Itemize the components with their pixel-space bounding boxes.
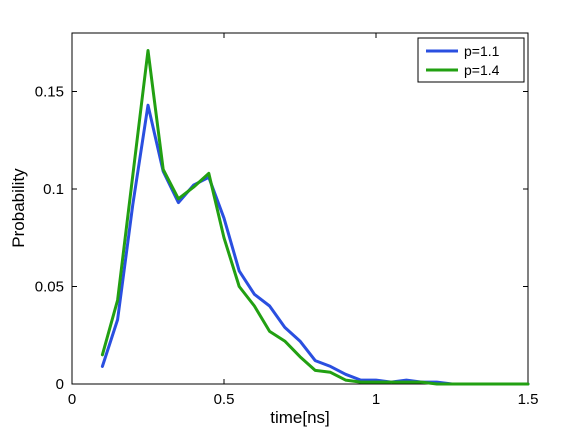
plot-frame [71,32,529,385]
legend: p=1.1 p=1.4 [417,37,525,83]
x-axis-label: time[ns] [270,408,330,427]
x-tick-label: 1.5 [518,391,539,408]
legend-label: p=1.1 [464,43,500,59]
x-tick-label: 0 [68,391,76,408]
legend-label: p=1.4 [464,62,500,78]
series-line-2 [100,49,530,386]
x-tick-label: 0.5 [214,391,235,408]
legend-box [417,37,525,83]
x-tick-label: 1 [372,391,380,408]
axis-ticks: 0 0.5 1 1.5 0 0.05 0.1 0.15 [35,33,539,408]
y-tick-label: 0 [56,376,64,393]
y-tick-label: 0.15 [35,84,64,101]
y-tick-label: 0.1 [43,181,64,198]
series-layer [100,49,530,386]
y-tick-label: 0.05 [35,279,64,296]
y-axis-label: Probability [9,168,28,248]
